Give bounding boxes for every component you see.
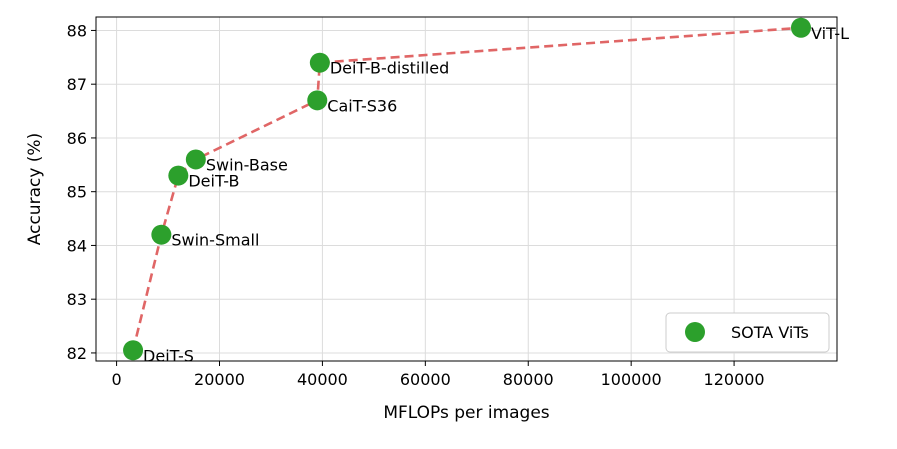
point-label: Swin-Base xyxy=(206,155,288,174)
y-tick-label: 88 xyxy=(67,21,87,40)
data-points xyxy=(123,17,811,361)
data-point xyxy=(790,17,811,38)
y-tick-label: 82 xyxy=(67,344,87,363)
x-tick-label: 0 xyxy=(111,370,121,389)
data-point xyxy=(307,90,328,111)
x-tick-label: 60000 xyxy=(400,370,451,389)
data-point xyxy=(151,224,172,245)
axis-ticks: 0 20000 40000 60000 80000 100000 120000 82 83 84 8… xyxy=(67,21,765,389)
data-point xyxy=(309,52,330,73)
x-tick-label: 100000 xyxy=(601,370,662,389)
x-axis-label: MFLOPs per images xyxy=(383,403,549,423)
y-tick-label: 85 xyxy=(67,183,87,202)
y-tick-label: 87 xyxy=(67,75,87,94)
x-tick-label: 40000 xyxy=(297,370,348,389)
point-label: CaiT-S36 xyxy=(327,96,397,115)
legend-box xyxy=(665,312,830,353)
data-point xyxy=(168,165,189,186)
y-tick-label: 84 xyxy=(67,236,87,255)
grid xyxy=(96,17,837,361)
point-label: Swin-Small xyxy=(171,231,259,250)
plot-frame xyxy=(95,16,838,362)
y-tick-label: 86 xyxy=(67,129,87,148)
legend: SOTA ViTs xyxy=(665,312,830,353)
x-tick-label: 120000 xyxy=(704,370,765,389)
legend-marker xyxy=(685,322,705,342)
point-label: DeiT-B-distilled xyxy=(330,59,449,78)
legend-label: SOTA ViTs xyxy=(731,323,809,342)
point-label: DeiT-B xyxy=(188,172,239,191)
x-tick-label: 80000 xyxy=(503,370,554,389)
point-label: ViT-L xyxy=(811,24,849,43)
point-label: DeiT-S xyxy=(143,346,194,365)
x-tick-label: 20000 xyxy=(194,370,245,389)
y-axis-label: Accuracy (%) xyxy=(25,133,45,245)
y-tick-label: 83 xyxy=(67,290,87,309)
data-point xyxy=(185,149,206,170)
data-point xyxy=(123,340,144,361)
